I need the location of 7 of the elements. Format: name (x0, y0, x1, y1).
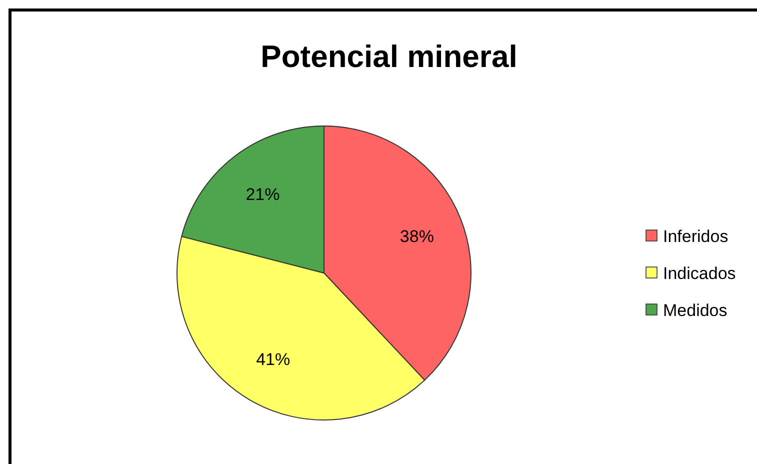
data-label: 21% (246, 184, 280, 204)
data-label: 41% (256, 350, 290, 369)
data-label: 38% (400, 227, 434, 246)
legend-label: Medidos (663, 300, 728, 320)
chart-title: Potencial mineral (260, 39, 518, 74)
legend-label: Indicados (663, 264, 736, 283)
legend-label: Inferidos (663, 226, 728, 246)
